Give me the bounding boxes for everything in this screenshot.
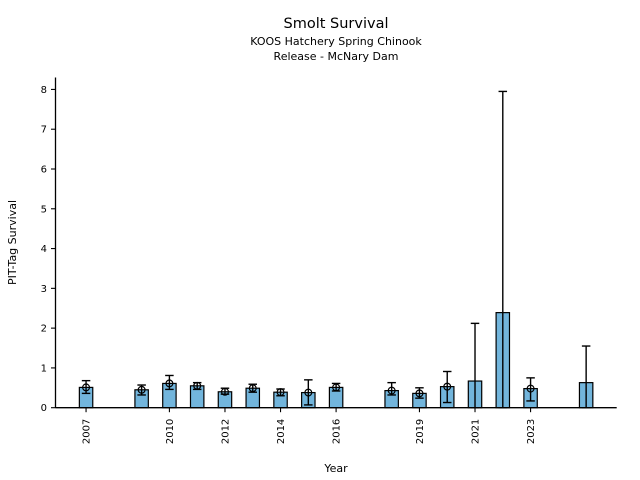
- y-tick-label-1: 1: [41, 363, 47, 374]
- marker-circle-2012: [220, 387, 229, 396]
- marker-circle-2009: [137, 385, 146, 394]
- chart-title: Smolt Survival: [284, 16, 389, 32]
- marker-circle-2020: [443, 382, 452, 391]
- marker-circle-2013: [248, 384, 257, 393]
- y-axis-label: PIT-Tag Survival: [6, 200, 19, 285]
- x-tick-label-2012: 2012: [220, 419, 231, 444]
- marker-circle-2019: [415, 389, 424, 398]
- chart-subtitle-line2: Release - McNary Dam: [274, 50, 399, 63]
- x-tick-label-2014: 2014: [276, 419, 287, 444]
- error-bars-layer: [81, 90, 591, 409]
- x-axis-label: Year: [323, 462, 348, 475]
- y-tick-label-4: 4: [41, 244, 47, 255]
- x-tick-label-2021: 2021: [471, 419, 482, 444]
- marker-circle-2018: [387, 386, 396, 395]
- x-tick-label-2007: 2007: [82, 419, 93, 444]
- x-tick-label-2010: 2010: [165, 419, 176, 444]
- marker-circle-2023: [526, 384, 535, 393]
- y-tick-label-0: 0: [41, 403, 47, 414]
- y-tick-label-2: 2: [41, 324, 47, 335]
- x-tick-label-2019: 2019: [415, 419, 426, 444]
- marker-circle-2011: [193, 381, 202, 390]
- x-tick-label-2016: 2016: [332, 419, 343, 444]
- marker-circle-2015: [304, 388, 313, 397]
- marker-circle-2016: [332, 383, 341, 392]
- y-tick-label-3: 3: [41, 284, 47, 295]
- marker-circle-2014: [276, 388, 285, 397]
- bars-layer: [78, 312, 594, 409]
- axis-ticks-layer: 2007 2010 2012 2014 2016 2019 2021 2023 0 1 2 3 4 5 6 7…: [41, 85, 537, 444]
- marker-circle-2010: [165, 379, 174, 388]
- y-tick-label-8: 8: [41, 85, 47, 96]
- x-tick-label-2023: 2023: [526, 419, 537, 444]
- marker-circle-2007: [82, 383, 91, 392]
- chart-subtitle-line1: KOOS Hatchery Spring Chinook: [250, 35, 422, 48]
- y-tick-label-6: 6: [41, 165, 47, 176]
- y-tick-label-5: 5: [41, 204, 47, 215]
- y-tick-label-7: 7: [41, 125, 47, 136]
